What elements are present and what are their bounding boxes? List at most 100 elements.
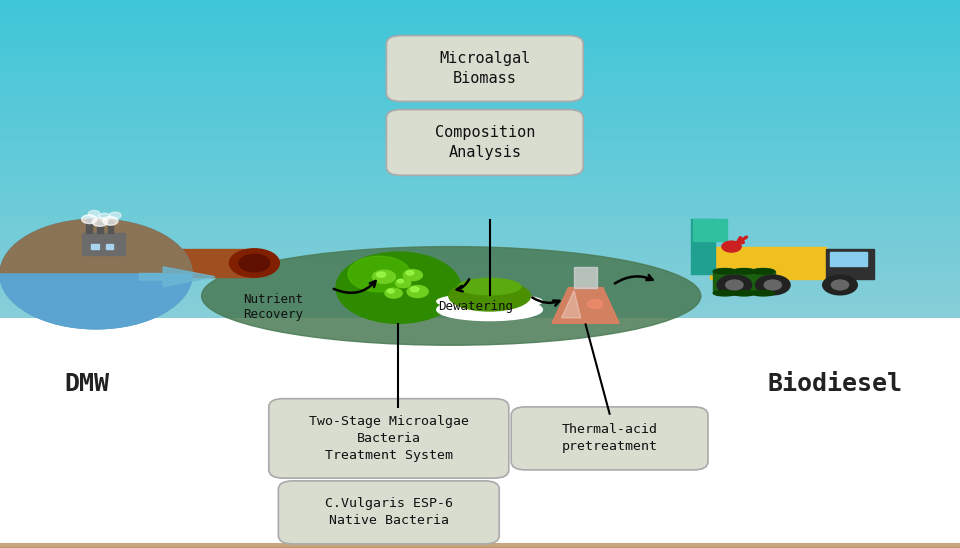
Bar	[0, 79, 960, 83]
Bar	[0, 544, 960, 546]
Bar	[0, 76, 960, 79]
Bar	[0, 242, 960, 245]
Bar	[0, 207, 960, 210]
Circle shape	[764, 280, 781, 290]
Bar	[0, 545, 960, 547]
Circle shape	[82, 215, 97, 224]
Text: Nutrient
Recovery: Nutrient Recovery	[244, 293, 303, 321]
Bar	[0, 22, 960, 25]
Bar	[0, 544, 960, 546]
Bar	[0, 545, 960, 547]
Bar	[0, 48, 960, 51]
Wedge shape	[0, 219, 192, 274]
Bar	[0, 545, 960, 547]
Bar	[0, 545, 960, 547]
Bar	[0, 545, 960, 547]
Circle shape	[406, 271, 414, 275]
Bar	[0, 232, 960, 235]
Bar	[0, 545, 960, 547]
Bar	[0, 67, 960, 70]
Bar	[0, 92, 960, 95]
Bar	[0, 544, 960, 546]
Bar	[0, 86, 960, 89]
Bar	[0, 3, 960, 7]
Bar	[693, 219, 727, 241]
Bar	[0, 544, 960, 546]
Bar	[0, 544, 960, 546]
Bar	[830, 252, 867, 266]
Circle shape	[229, 249, 279, 277]
Bar	[0, 545, 960, 547]
Bar	[826, 249, 874, 279]
Bar	[0, 544, 960, 546]
Circle shape	[385, 288, 402, 298]
FancyBboxPatch shape	[386, 36, 583, 101]
Circle shape	[0, 219, 192, 329]
Bar	[0, 159, 960, 162]
Circle shape	[717, 275, 752, 295]
Bar	[0, 545, 960, 547]
Bar	[0, 70, 960, 73]
Bar	[0, 213, 960, 216]
Bar	[0, 19, 960, 22]
Bar	[732, 271, 756, 293]
Bar	[0, 0, 960, 3]
Bar	[0, 544, 960, 546]
Bar	[0, 283, 960, 286]
Circle shape	[831, 280, 849, 290]
Bar	[0, 73, 960, 76]
Bar	[0, 545, 960, 547]
Bar	[0, 60, 960, 64]
Bar	[0, 295, 960, 299]
Bar	[0, 191, 960, 194]
Bar	[97, 222, 103, 233]
Bar	[0, 545, 960, 547]
Circle shape	[143, 254, 174, 272]
Circle shape	[92, 218, 108, 226]
Bar	[0, 544, 960, 547]
Bar	[0, 152, 960, 156]
Bar	[0, 51, 960, 54]
Bar	[0, 238, 960, 242]
Bar	[0, 546, 960, 548]
Bar	[0, 544, 960, 546]
Bar	[0, 273, 960, 277]
Bar	[0, 544, 960, 546]
Bar	[0, 261, 960, 264]
Bar	[0, 187, 960, 191]
Bar	[0, 172, 960, 175]
Bar	[0, 544, 960, 546]
Bar	[0, 102, 960, 105]
Text: Microalgal
Biomass: Microalgal Biomass	[439, 51, 531, 86]
Bar	[0, 89, 960, 92]
Bar	[0, 545, 960, 547]
Bar	[0, 277, 960, 279]
Bar	[158, 249, 254, 277]
Bar	[752, 271, 775, 293]
Text: Composition
Analysis: Composition Analysis	[435, 125, 535, 160]
Bar	[0, 28, 960, 32]
Bar	[0, 545, 960, 547]
Bar	[0, 544, 960, 546]
Bar	[106, 244, 113, 249]
Bar	[0, 545, 960, 547]
Ellipse shape	[732, 269, 756, 274]
Circle shape	[387, 289, 395, 293]
Bar	[0, 111, 960, 115]
Circle shape	[722, 241, 741, 252]
Wedge shape	[0, 274, 192, 329]
Bar	[0, 545, 960, 547]
Ellipse shape	[437, 294, 542, 309]
Bar	[0, 544, 960, 546]
Bar	[86, 219, 92, 233]
Bar	[0, 545, 960, 547]
Bar	[0, 293, 960, 295]
Bar	[0, 99, 960, 102]
Bar	[0, 545, 960, 547]
Circle shape	[823, 275, 857, 295]
Bar	[0, 219, 960, 222]
Bar	[0, 546, 960, 548]
Bar	[0, 545, 960, 547]
Circle shape	[103, 216, 118, 225]
Bar	[0, 279, 960, 283]
